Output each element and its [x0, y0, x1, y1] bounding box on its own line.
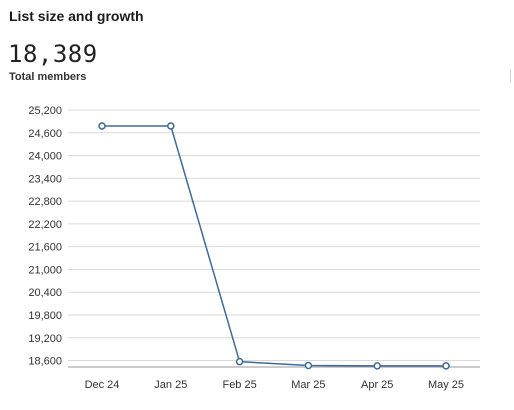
y-tick-label: 24,000 — [28, 151, 62, 163]
x-tick-label: Feb 25 — [222, 379, 256, 391]
x-tick-label: Dec 24 — [85, 379, 120, 391]
y-tick-label: 19,800 — [28, 310, 62, 322]
data-point — [442, 362, 450, 370]
data-point — [304, 361, 313, 370]
y-tick-label: 21,000 — [28, 264, 62, 276]
x-tick-label: Jan 25 — [154, 379, 187, 391]
grid-lines — [68, 109, 480, 362]
y-tick-label: 18,600 — [28, 356, 62, 368]
series-line — [102, 125, 446, 367]
y-tick-label: 25,200 — [28, 105, 62, 117]
data-point — [235, 357, 244, 366]
y-tick-label: 19,200 — [28, 333, 62, 345]
y-axis-ticks: 18,600 19,200 19,800 20,400 21,000 21,600 22,2… — [28, 105, 62, 368]
y-tick-label: 21,600 — [28, 242, 62, 254]
y-tick-label: 22,800 — [28, 196, 62, 208]
y-tick-label: 20,400 — [28, 287, 62, 299]
x-tick-label: May 25 — [428, 379, 464, 391]
data-points — [98, 122, 450, 370]
data-point — [98, 122, 106, 130]
y-tick-label: 22,200 — [28, 219, 62, 231]
x-axis-ticks: Dec 24 Jan 25 Feb 25 Mar 25 Apr 25 May 25 — [85, 379, 464, 391]
data-point — [373, 362, 381, 370]
y-tick-label: 24,600 — [28, 128, 62, 140]
scroll-edge-marker — [510, 70, 511, 82]
total-members-value: 18,389 — [8, 40, 98, 68]
x-tick-label: Mar 25 — [291, 379, 325, 391]
data-point — [167, 122, 175, 130]
total-members-label: Total members — [9, 71, 87, 83]
y-tick-label: 23,400 — [28, 173, 62, 185]
x-tick-label: Apr 25 — [361, 379, 393, 391]
chart-card-title: List size and growth — [9, 8, 144, 24]
